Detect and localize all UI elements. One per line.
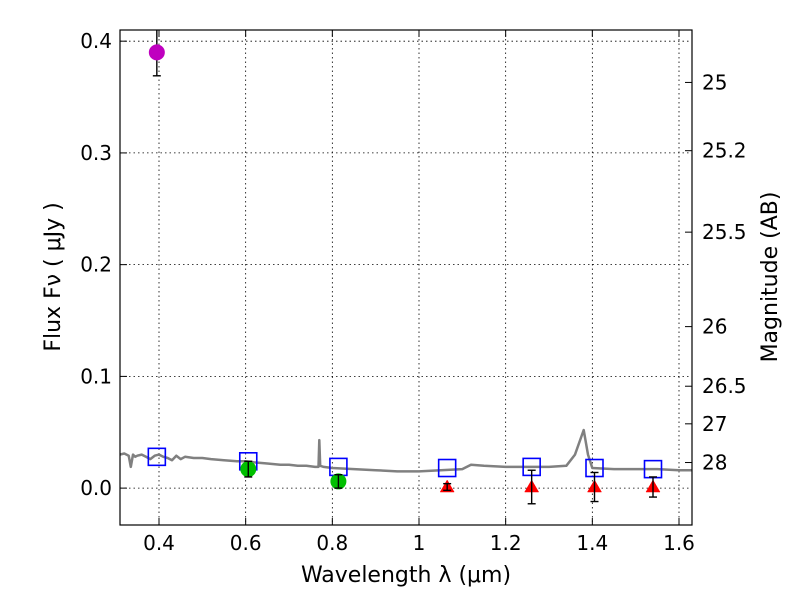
x-tick-label: 1.6 (663, 531, 695, 555)
mag-tick-label: 26.5 (702, 374, 747, 398)
y-axis-label: Flux Fν ( μJy ) (41, 202, 66, 351)
y-axis-right-label: Magnitude (AB) (758, 192, 783, 363)
grid-layer (120, 30, 692, 525)
y-tick-label: 0.4 (80, 29, 112, 53)
label-layer: 0.4 0.6 0.8 1 1.2 1.4 1.6 0.0 0.1 0.2 0.3 0.4 25 25.2… (80, 29, 746, 555)
mag-tick-label: 26 (702, 315, 727, 339)
plot-frame (119, 29, 693, 526)
x-tick-label: 1.2 (490, 531, 522, 555)
mag-tick-label: 25.2 (702, 139, 747, 163)
model-flux-box (147, 447, 167, 467)
sed-model-line (120, 428, 692, 473)
x-tick-label: 1.4 (576, 531, 608, 555)
y-tick-label: 0.1 (80, 364, 112, 388)
x-axis-label: Wavelength λ (μm) (301, 563, 511, 588)
y-tick-label: 0.0 (80, 476, 112, 500)
y-tick-label: 0.2 (80, 253, 112, 277)
plot-layer (120, 30, 692, 505)
mag-tick-label: 25 (702, 70, 727, 94)
x-tick-label: 1 (413, 531, 426, 555)
tick-layer (120, 30, 692, 525)
mag-tick-label: 25.5 (702, 220, 747, 244)
x-tick-label: 0.8 (316, 531, 348, 555)
x-tick-label: 0.6 (230, 531, 262, 555)
y-tick-label: 0.3 (80, 141, 112, 165)
detection-magenta-point (148, 44, 165, 61)
x-tick-label: 0.4 (143, 531, 175, 555)
mag-tick-label: 27 (702, 412, 727, 436)
mag-tick-label: 28 (702, 451, 727, 475)
model-flux-box (437, 458, 457, 478)
